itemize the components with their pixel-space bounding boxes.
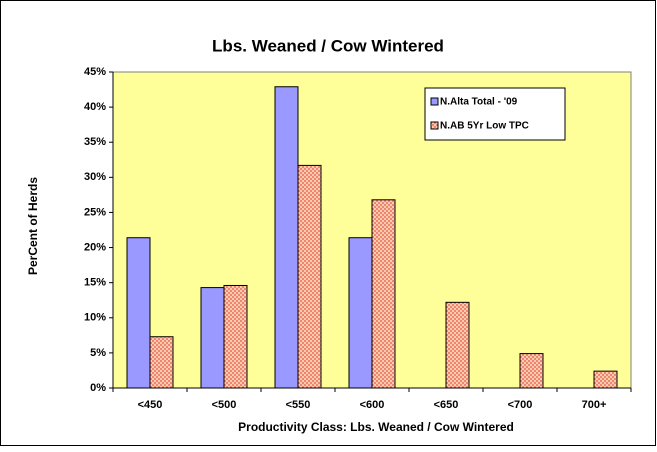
x-tick-label: 700+ bbox=[582, 399, 607, 411]
y-tick-label: 30% bbox=[84, 171, 106, 183]
x-tick-label: <550 bbox=[286, 399, 311, 411]
x-tick-label: <450 bbox=[138, 399, 163, 411]
y-tick-label: 10% bbox=[84, 312, 106, 324]
x-tick-label: <700 bbox=[508, 399, 533, 411]
legend-swatch bbox=[430, 121, 439, 130]
bar bbox=[274, 86, 299, 389]
y-tick-label: 25% bbox=[84, 206, 106, 218]
bar bbox=[297, 164, 322, 389]
legend-box bbox=[424, 87, 566, 141]
legend-swatch bbox=[430, 97, 439, 106]
bar bbox=[593, 370, 618, 389]
bar bbox=[445, 301, 470, 389]
bar bbox=[371, 199, 396, 389]
y-tick-label: 45% bbox=[84, 66, 106, 78]
bar bbox=[519, 353, 544, 389]
y-tick-label: 15% bbox=[84, 277, 106, 289]
chart-title: Lbs. Weaned / Cow Wintered bbox=[212, 36, 444, 55]
bar bbox=[348, 237, 373, 389]
x-tick-label: <500 bbox=[212, 399, 237, 411]
y-tick-label: 40% bbox=[84, 101, 106, 113]
y-tick-label: 0% bbox=[90, 382, 106, 394]
x-tick-label: <650 bbox=[434, 399, 459, 411]
y-tick-label: 5% bbox=[90, 347, 106, 359]
bar bbox=[149, 336, 174, 389]
bar bbox=[126, 237, 151, 389]
x-axis-label: Productivity Class: Lbs. Weaned / Cow Wi… bbox=[238, 420, 514, 434]
legend-label: N.Alta Total - '09 bbox=[440, 97, 518, 108]
legend-label: N.AB 5Yr Low TPC bbox=[440, 121, 529, 132]
x-tick-label: <600 bbox=[360, 399, 385, 411]
y-tick-label: 35% bbox=[84, 136, 106, 148]
bar bbox=[200, 287, 225, 389]
y-axis-label: PerCent of Herds bbox=[26, 177, 40, 275]
bar bbox=[223, 284, 248, 389]
y-tick-label: 20% bbox=[84, 241, 106, 253]
